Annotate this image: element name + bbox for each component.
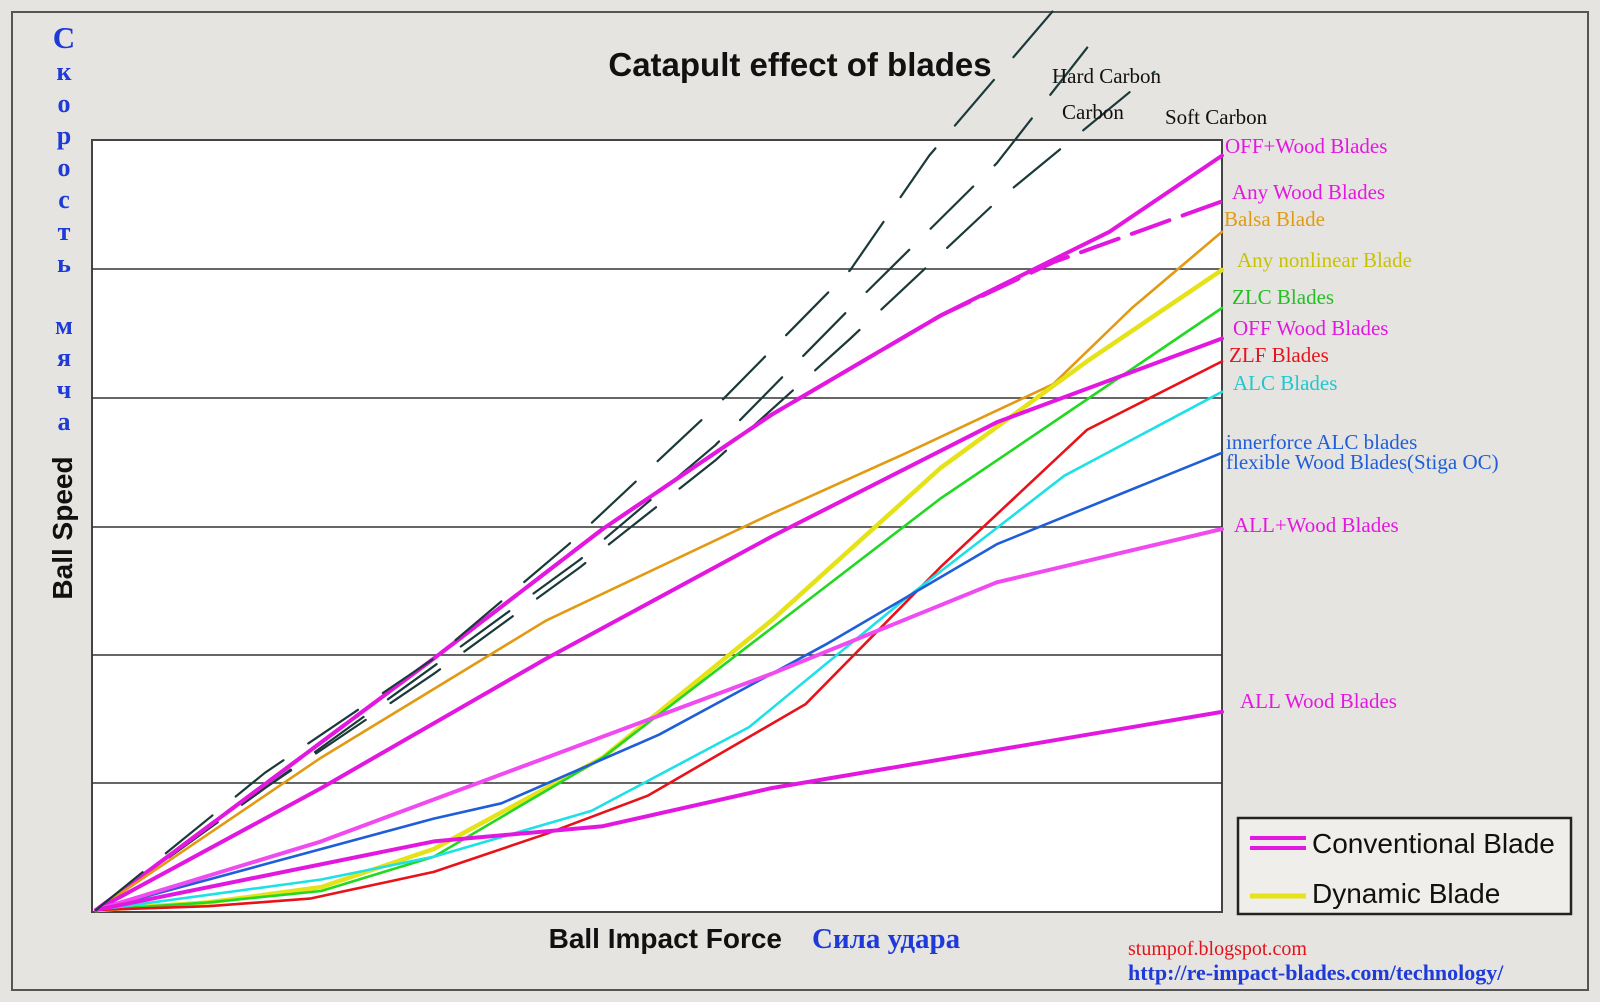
legend-label-conventional: Conventional Blade (1312, 828, 1555, 859)
label-all-plus-wood: ALL+Wood Blades (1234, 513, 1399, 537)
label-zlc: ZLC Blades (1232, 285, 1334, 309)
label-hard-carbon: Hard Carbon (1052, 64, 1162, 88)
legend: Conventional Blade Dynamic Blade (1236, 816, 1573, 916)
series-line-off-wood-blades (94, 336, 1224, 912)
chart-title: Catapult effect of blades (608, 46, 991, 83)
series-line-hard-carbon (94, 9, 1055, 912)
y-label-russian-letter: ч (57, 375, 72, 404)
legend-label-dynamic: Dynamic Blade (1312, 878, 1500, 909)
series-line-any-wood-blades (94, 199, 1224, 912)
label-all-wood: ALL Wood Blades (1240, 689, 1397, 713)
y-label-russian-letter: о (58, 89, 71, 118)
x-axis-label: Ball Impact Force (549, 923, 782, 954)
y-label-russian-letter: к (57, 57, 72, 86)
series-line-innerforce-alc-blades-flexible-wood-blades-stiga-oc (94, 451, 1224, 912)
label-line-2: flexible Wood Blades(Stiga OC) (1226, 450, 1499, 474)
y-label-russian-letter: м (55, 311, 73, 340)
y-label-russian-letter: ь (57, 249, 71, 278)
label-zlf: ZLF Blades (1229, 343, 1329, 367)
series-line-alc-blades (94, 390, 1224, 912)
label-carbon: Carbon (1062, 100, 1124, 124)
y-label-russian-letter: я (57, 343, 71, 372)
label-any-nonlinear: Any nonlinear Blade (1237, 248, 1412, 272)
x-axis-label-russian: Сила удара (812, 923, 961, 955)
series-line-zlc-blades (94, 306, 1224, 912)
series-line-all-wood-blades (94, 709, 1224, 912)
y-label-russian-letter: т (58, 217, 71, 246)
y-label-russian-letter: а (58, 407, 71, 436)
label-balsa: Balsa Blade (1224, 207, 1325, 231)
y-label-russian-letter: р (57, 121, 71, 150)
label-any-wood: Any Wood Blades (1232, 180, 1385, 204)
label-line-1: innerforce ALC blades (1226, 430, 1417, 454)
series-line-carbon (94, 32, 1100, 912)
series-layer (93, 9, 1225, 913)
label-off-wood: OFF Wood Blades (1233, 316, 1388, 340)
label-innerforce-flexible: innerforce ALC blades flexible Wood Blade… (1226, 430, 1499, 474)
series-line-balsa-blade (94, 230, 1224, 912)
outer-frame (11, 11, 1589, 991)
y-axis-label: Ball Speed (47, 456, 78, 599)
y-label-russian-letter: С (53, 20, 75, 55)
label-alc: ALC Blades (1233, 371, 1337, 395)
y-label-russian-letter: с (58, 185, 70, 214)
label-off-plus-wood: OFF+Wood Blades (1225, 134, 1387, 158)
plot-area (91, 139, 1223, 913)
label-soft-carbon: Soft Carbon (1165, 105, 1268, 129)
series-line-all-wood-blades (94, 527, 1224, 912)
credit-url[interactable]: http://re-impact-blades.com/technology/ (1128, 960, 1504, 985)
credit-blog: stumpof.blogspot.com (1128, 938, 1307, 960)
series-line-zlf-blades (94, 360, 1224, 912)
series-line-soft-carbon (94, 70, 1156, 912)
y-label-russian-letter: о (58, 153, 71, 182)
